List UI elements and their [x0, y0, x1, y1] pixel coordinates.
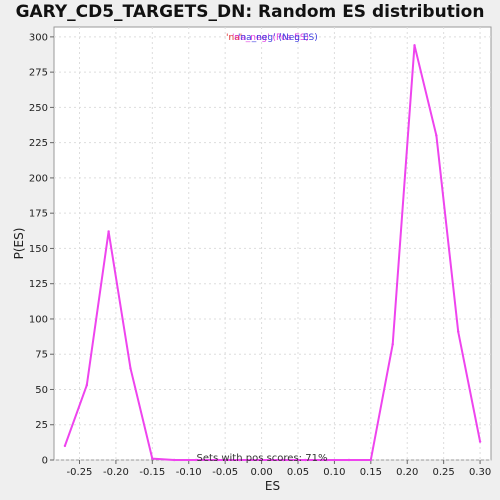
y-tick-label: 75: [35, 350, 48, 361]
legend: 'na''na_neg' (Pos ES)'na_neg' (Neg ES): [226, 33, 318, 43]
x-tick-label: 0.25: [433, 467, 455, 478]
chart-title: GARY_CD5_TARGETS_DN: Random ES distribut…: [15, 2, 485, 22]
y-axis: 0 25 50 75 100 125 150 175 200 225 250 275 300: [29, 32, 54, 467]
pos-scores-annotation: Sets with pos scores: 71%: [197, 453, 328, 464]
x-tick-label: 0.15: [360, 467, 382, 478]
data-point: [151, 457, 154, 460]
x-tick-label: 0.00: [250, 467, 272, 478]
y-tick-label: 275: [29, 68, 48, 79]
y-tick-label: 250: [29, 103, 48, 114]
x-tick-label: -0.20: [103, 467, 129, 478]
data-point: [369, 458, 373, 462]
y-tick-label: 150: [29, 244, 48, 255]
data-point: [238, 458, 241, 462]
data-point: [391, 343, 394, 346]
data-point: [216, 458, 220, 462]
grid-lines: [54, 27, 491, 461]
y-tick-label: 100: [29, 314, 48, 325]
x-tick-label: -0.25: [67, 467, 93, 478]
x-axis: -0.25 -0.20 -0.15 -0.10 -0.05 0.00 0.05 0.10 0.1…: [67, 460, 491, 478]
x-axis-title: ES: [265, 479, 280, 493]
legend-entry: 'na_neg' (Neg ES): [238, 33, 318, 43]
data-point: [85, 384, 88, 387]
data-point: [347, 458, 351, 462]
plot-area: [53, 26, 492, 461]
data-point: [304, 458, 307, 462]
data-point: [282, 458, 285, 462]
x-tick-label: -0.10: [176, 467, 202, 478]
x-tick-label: 0.20: [396, 467, 418, 478]
x-tick-label: 0.30: [469, 467, 491, 478]
y-tick-label: 0: [42, 456, 48, 467]
data-point: [63, 444, 67, 448]
y-axis-title: P(ES): [12, 228, 26, 260]
data-point: [435, 134, 438, 137]
y-tick-label: 225: [29, 138, 48, 149]
data-point: [260, 458, 263, 462]
data-point: [325, 458, 329, 462]
data-point: [194, 458, 198, 462]
x-tick-label: 0.10: [323, 467, 345, 478]
y-tick-label: 300: [29, 32, 48, 43]
y-tick-label: 50: [35, 385, 48, 396]
data-point: [413, 44, 416, 47]
y-tick-label: 125: [29, 279, 48, 290]
y-tick-label: 25: [35, 420, 48, 431]
x-tick-label: -0.05: [212, 467, 238, 478]
x-tick-label: -0.15: [139, 467, 165, 478]
legend-entry: 'na': [226, 33, 242, 43]
legend-entry: 'na_neg' (Pos ES): [232, 33, 309, 43]
data-point: [129, 367, 132, 370]
series-layer: [63, 44, 482, 462]
data-point: [107, 230, 110, 233]
y-tick-label: 175: [29, 209, 48, 220]
data-point: [172, 458, 176, 462]
y-tick-label: 200: [29, 173, 48, 184]
data-point: [457, 330, 460, 333]
series-line: [63, 44, 482, 461]
x-tick-label: 0.05: [287, 467, 309, 478]
data-point: [478, 440, 482, 443]
